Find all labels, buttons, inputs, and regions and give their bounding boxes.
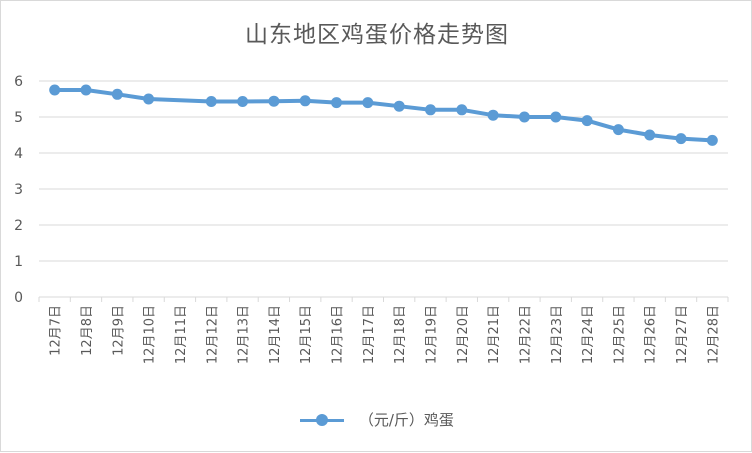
x-tick-label: 12月15日 [299,305,314,364]
data-point [487,109,499,121]
x-tick-label: 12月25日 [612,305,627,364]
data-point [362,97,374,109]
data-point [612,124,624,136]
x-tick-label: 12月24日 [581,305,596,364]
data-point [675,133,687,145]
y-tick-label: 1 [14,254,23,270]
x-tick-label: 12月18日 [393,305,408,364]
x-tick-label: 12月17日 [362,305,377,364]
data-point [331,97,342,109]
data-point [111,88,123,100]
legend-label: （元/斤）鸡蛋 [358,411,454,429]
x-tick-label: 12月27日 [675,305,690,364]
x-tick-label: 12月7日 [49,305,64,356]
legend: （元/斤）鸡蛋 [1,409,752,430]
x-tick-label: 12月8日 [80,305,95,356]
x-tick-label: 12月9日 [111,305,126,356]
x-tick-label: 12月20日 [456,305,471,364]
x-tick-label: 12月21日 [487,305,502,364]
data-point [425,104,436,116]
data-point [706,134,718,146]
x-tick-label: 12月22日 [518,305,533,364]
data-point [205,96,217,107]
x-tick-label: 12月10日 [143,305,158,364]
data-point [456,104,468,116]
data-point [299,95,311,107]
x-tick-label: 12月26日 [644,305,659,364]
y-tick-label: 0 [14,290,23,306]
y-tick-label: 5 [14,110,23,126]
x-tick-label: 12月11日 [174,305,189,364]
data-point [518,111,530,123]
y-tick-label: 6 [14,74,23,90]
y-tick-label: 2 [14,218,23,234]
data-point [550,111,562,123]
data-point [268,95,280,107]
x-tick-label: 12月23日 [550,305,565,364]
x-tick-label: 12月19日 [424,305,439,364]
y-tick-label: 4 [14,146,23,162]
data-point [581,115,593,127]
data-point [237,96,249,107]
x-tick-label: 12月28日 [706,305,721,364]
data-point [143,93,155,105]
legend-marker [300,413,345,427]
x-tick-label: 12月14日 [268,305,283,364]
x-tick-label: 12月16日 [331,305,346,364]
data-point [80,84,92,96]
x-tick-label: 12月12日 [205,305,220,364]
data-point [644,129,656,141]
data-point [393,100,405,112]
x-tick-label: 12月13日 [237,305,252,364]
chart-title: 山东地区鸡蛋价格走势图 [245,22,509,48]
data-point [49,84,61,96]
y-tick-label: 3 [14,182,23,198]
